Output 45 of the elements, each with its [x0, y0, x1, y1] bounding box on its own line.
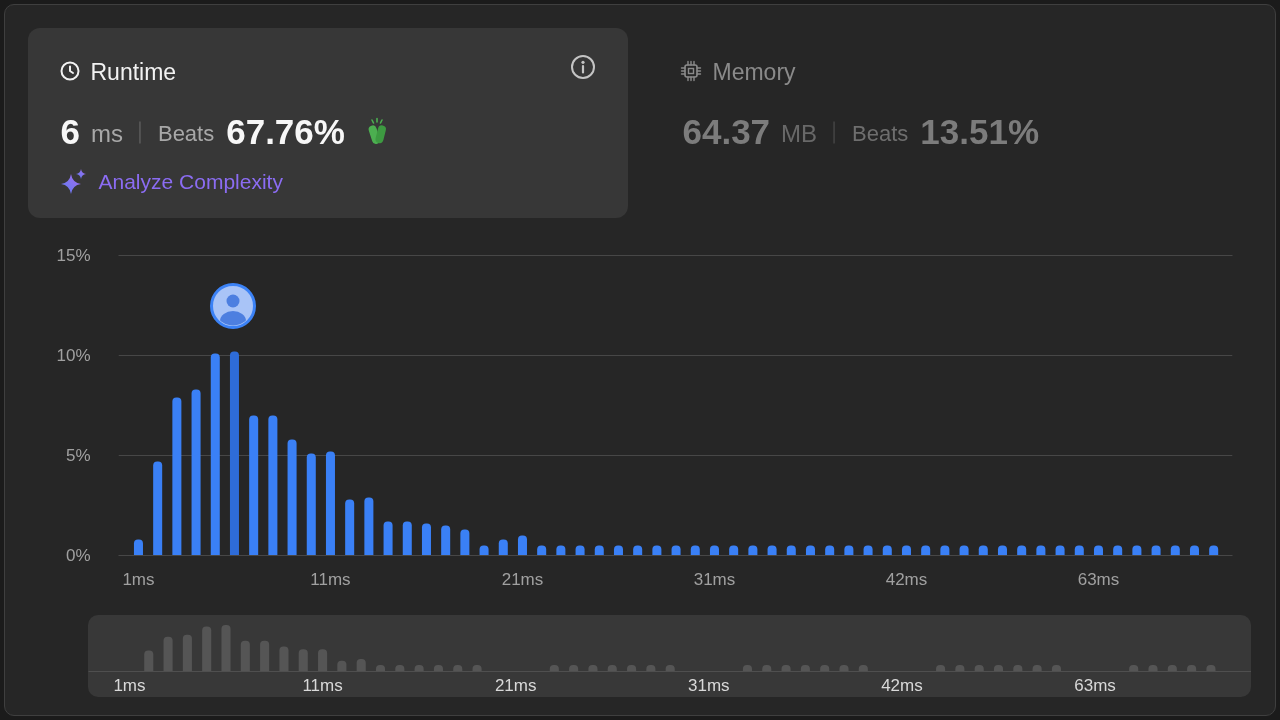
x-tick-label: 21ms [501, 569, 544, 589]
bar [191, 389, 201, 556]
x-tick-label: 42ms [881, 675, 923, 695]
text: 13.51% [920, 112, 1040, 151]
bar [402, 521, 412, 556]
bar [306, 453, 316, 556]
bar [383, 521, 393, 556]
text: 67.76% [226, 112, 345, 151]
x-tick-label: 31ms [693, 569, 736, 589]
text: 64.37 [682, 111, 771, 151]
bar [172, 397, 182, 556]
text: MB [781, 120, 818, 147]
bar [249, 415, 259, 556]
x-tick-label: 42ms [885, 569, 928, 589]
y-tick-label: 15% [56, 246, 91, 265]
bar [441, 525, 451, 556]
text: ms [90, 120, 123, 147]
bar [229, 351, 239, 556]
x-tick-label: 11ms [302, 675, 343, 695]
y-tick-label: 0% [65, 546, 91, 565]
x-tick-label: 31ms [688, 675, 730, 695]
bar [517, 535, 527, 556]
bar [364, 497, 374, 556]
text: 6 [60, 111, 80, 151]
bar [153, 461, 163, 556]
x-tick-label: 63ms [1077, 569, 1120, 589]
bar [268, 415, 278, 556]
y-tick-label: 10% [56, 346, 91, 365]
x-tick-label: 63ms [1074, 675, 1116, 695]
text: Analyze Complexity [98, 170, 284, 193]
text: Beats [852, 121, 909, 146]
text: Runtime [90, 58, 177, 85]
x-tick-label: 21ms [494, 675, 537, 695]
bar [421, 523, 431, 556]
bar [325, 451, 335, 556]
text: Beats [157, 121, 215, 146]
x-tick-label: 11ms [310, 569, 351, 589]
bar [460, 529, 470, 556]
x-tick-label: 1ms [122, 569, 155, 589]
bar [287, 439, 297, 556]
text: Memory [712, 58, 797, 85]
y-tick-label: 5% [65, 446, 91, 465]
x-tick-label: 1ms [113, 675, 146, 695]
bar [210, 353, 220, 556]
bar [345, 499, 355, 556]
